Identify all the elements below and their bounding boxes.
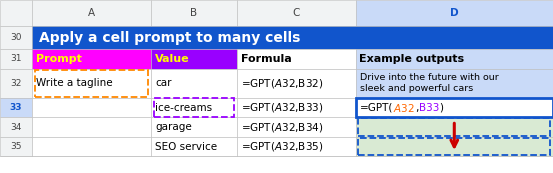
Bar — [151, 117, 237, 137]
Bar — [151, 0, 237, 26]
Bar — [358, 118, 550, 136]
Bar — [237, 117, 356, 137]
Bar — [237, 49, 356, 69]
Text: D: D — [450, 8, 458, 18]
Text: 33: 33 — [10, 103, 22, 112]
Text: 30: 30 — [11, 33, 22, 42]
Text: ): ) — [439, 103, 443, 112]
Text: Prompt: Prompt — [36, 54, 82, 64]
Bar — [151, 98, 237, 117]
Bar — [356, 117, 553, 137]
Bar — [32, 137, 151, 156]
Bar — [35, 70, 148, 97]
Text: 34: 34 — [11, 123, 22, 132]
Text: ,: , — [415, 103, 419, 112]
Text: Example outputs: Example outputs — [359, 54, 465, 64]
Bar — [32, 98, 151, 117]
Bar — [237, 0, 356, 26]
Bar — [0, 117, 32, 137]
Text: Drive into the future with our
sleek and powerful cars: Drive into the future with our sleek and… — [360, 73, 499, 93]
Text: 32: 32 — [11, 79, 22, 88]
Bar — [32, 0, 151, 26]
Bar — [0, 69, 32, 98]
Text: B: B — [190, 8, 197, 18]
Bar — [356, 98, 553, 117]
Text: car: car — [155, 78, 172, 88]
Text: =GPT($A$32,B34): =GPT($A$32,B34) — [241, 121, 324, 134]
Text: C: C — [293, 8, 300, 18]
Text: =GPT(: =GPT( — [360, 103, 393, 112]
Text: 35: 35 — [11, 142, 22, 151]
Text: Write a tagline: Write a tagline — [36, 78, 113, 88]
Bar — [0, 137, 32, 156]
Bar — [358, 138, 550, 155]
Bar — [356, 137, 553, 156]
Bar — [356, 0, 553, 26]
Text: B33: B33 — [419, 103, 439, 112]
Text: ice-creams: ice-creams — [155, 103, 212, 112]
Text: A: A — [88, 8, 95, 18]
Bar — [154, 98, 234, 117]
Bar — [0, 0, 32, 26]
Bar — [151, 49, 237, 69]
Bar — [0, 49, 32, 69]
Text: =GPT($A$32,B32): =GPT($A$32,B32) — [241, 76, 324, 90]
Bar — [0, 98, 32, 117]
Text: SEO service: SEO service — [155, 142, 217, 152]
Bar — [0, 26, 32, 49]
Text: garage: garage — [155, 122, 192, 132]
Text: =GPT($A$32,B35): =GPT($A$32,B35) — [241, 140, 324, 153]
Text: 31: 31 — [11, 54, 22, 63]
Bar — [356, 69, 553, 98]
Bar — [237, 98, 356, 117]
Text: Value: Value — [155, 54, 190, 64]
Bar — [151, 137, 237, 156]
Bar — [32, 49, 151, 69]
Bar — [237, 137, 356, 156]
Text: Apply a cell prompt to many cells: Apply a cell prompt to many cells — [39, 31, 300, 44]
Bar — [32, 26, 553, 49]
Bar — [151, 69, 237, 98]
Bar — [237, 69, 356, 98]
Bar — [32, 69, 151, 98]
Text: =GPT($A$32,B33): =GPT($A$32,B33) — [241, 101, 324, 114]
Text: $A$32: $A$32 — [393, 102, 415, 113]
Bar — [32, 117, 151, 137]
Bar — [356, 49, 553, 69]
Text: Formula: Formula — [241, 54, 291, 64]
